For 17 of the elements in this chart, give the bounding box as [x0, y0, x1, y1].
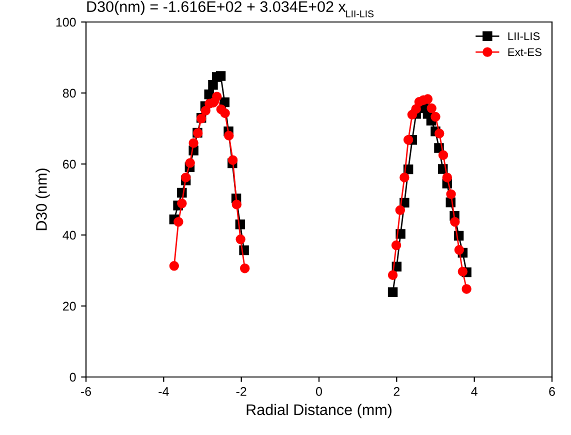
x-tick-label: -2 — [236, 387, 246, 396]
x-tick-label: 6 — [549, 387, 555, 396]
y-tick-label: 20 — [63, 302, 76, 311]
y-tick-label: 100 — [56, 18, 76, 27]
x-axis-title: Radial Distance (mm) — [246, 404, 392, 418]
y-tick-label: 80 — [62, 88, 76, 98]
x-tick-label: -6 — [81, 387, 92, 396]
y-tick-label: 40 — [62, 230, 76, 240]
x-tick-label: 4 — [471, 387, 478, 396]
x-tick-label: -4 — [158, 387, 169, 396]
legend-label: Ext-ES — [508, 48, 542, 56]
x-tick-label: 0 — [316, 387, 322, 396]
legend-label: LII-LIS — [508, 32, 540, 40]
x-tick-label: 2 — [394, 387, 400, 396]
y-tick-label: 0 — [70, 372, 76, 382]
y-axis-title: D30 (nm) — [36, 168, 50, 230]
y-tick-label: 60 — [63, 160, 76, 169]
